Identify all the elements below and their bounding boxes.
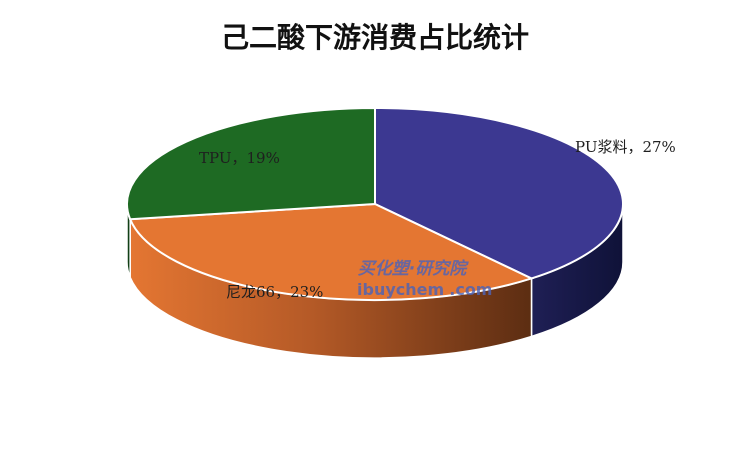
slice-label-pu: PU浆料，27%: [575, 138, 676, 156]
watermark-en: ibuychem .com: [357, 280, 492, 299]
pie-chart: [126, 106, 624, 359]
watermark-en-suffix: .com: [449, 280, 492, 299]
slice-label-nylon66: 尼龙66，23%: [226, 283, 323, 301]
watermark-en-prefix: ibuychem: [357, 280, 444, 299]
pie-rim: [126, 107, 624, 301]
chart-title: 己二酸下游消费占比统计: [221, 21, 529, 54]
watermark-cn: 买化塑·研究院: [358, 259, 469, 279]
slice-label-tpu: TPU，19%: [199, 149, 280, 167]
